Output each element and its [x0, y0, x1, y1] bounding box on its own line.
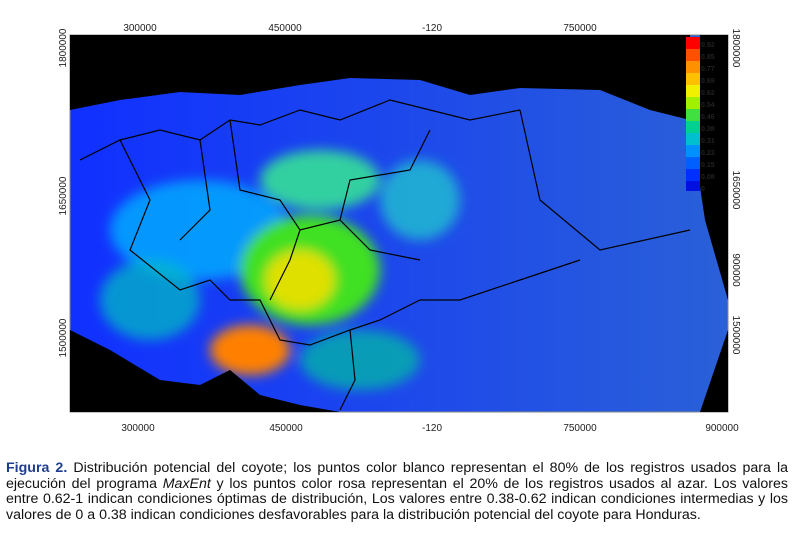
- caption-program: MaxEnt: [162, 475, 211, 492]
- legend-label: 0.77: [701, 66, 715, 73]
- legend-label: 0.62: [701, 90, 715, 97]
- top-coordinate: 450000: [268, 23, 302, 34]
- top-coordinate: -120: [422, 23, 442, 34]
- bottom-coordinate: 900000: [705, 423, 739, 434]
- left-coordinate: 1800000: [58, 28, 69, 67]
- map-figure: 300000 450000 -120 750000 300000 450000 -120 75…: [58, 23, 741, 434]
- legend-label: 0.69: [701, 78, 715, 85]
- legend-label: 0.08: [701, 174, 715, 181]
- caption-label: Figura 2.: [6, 460, 68, 476]
- right-coordinate: 900000: [730, 253, 741, 287]
- suitability-surface: [100, 150, 460, 390]
- department-borders: [79, 99, 691, 411]
- legend-label: 0.92: [701, 42, 715, 49]
- ocean-southeast: [700, 330, 728, 412]
- bottom-coordinate: 450000: [269, 423, 303, 434]
- top-coordinate: 300000: [123, 23, 157, 34]
- legend: [686, 37, 700, 191]
- caribbean-sea: [70, 35, 690, 120]
- top-coordinate: 750000: [563, 23, 597, 34]
- right-coordinate: 1500000: [730, 316, 741, 355]
- bottom-coordinate: 750000: [563, 423, 597, 434]
- bottom-coordinate: -120: [422, 423, 442, 434]
- legend-label: 0.46: [701, 114, 715, 121]
- right-coordinate: 1650000: [730, 171, 741, 210]
- caption-text: Distribución potencial del coyote; los p…: [6, 460, 788, 492]
- legend-label: 0.38: [701, 126, 715, 133]
- left-coordinate: 1650000: [58, 176, 69, 215]
- pacific-ocean: [70, 330, 340, 412]
- legend-label: 0: [701, 186, 705, 193]
- figure-caption: Figura 2. Distribución potencial del coy…: [6, 460, 788, 523]
- caption-text: y los puntos color rosa representan el 2…: [6, 475, 788, 523]
- legend-label: 0.31: [701, 138, 715, 145]
- left-coordinate: 1500000: [58, 318, 69, 357]
- bottom-coordinate: 300000: [121, 423, 155, 434]
- legend-label: 0.85: [701, 54, 715, 61]
- legend-label: 0.54: [701, 102, 715, 109]
- legend-label: 0.23: [701, 150, 715, 157]
- legend-label: 0.15: [701, 162, 715, 169]
- right-coordinate: 1800000: [730, 29, 741, 68]
